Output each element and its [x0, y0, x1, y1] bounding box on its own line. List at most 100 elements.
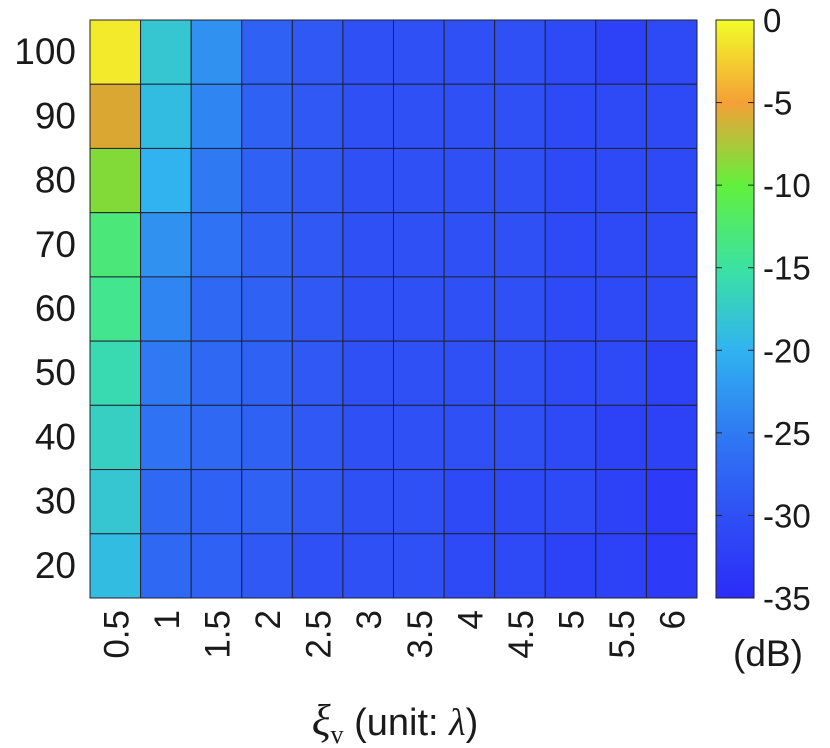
heatmap-cell — [443, 276, 496, 342]
heatmap-cell — [494, 404, 546, 471]
x-tick-label: 2 — [249, 610, 288, 629]
heatmap-cell — [645, 276, 698, 342]
heatmap-cell — [494, 533, 546, 599]
heatmap-cell — [89, 533, 142, 599]
x-tick-label: 3 — [350, 610, 389, 629]
heatmap-cell — [291, 19, 344, 85]
heatmap-cell — [342, 83, 394, 149]
heatmap-cell — [241, 147, 293, 214]
heatmap-cell — [494, 340, 546, 406]
x-tick-label: 4 — [451, 610, 490, 629]
heatmap-cell — [393, 340, 445, 406]
heatmap-cell — [443, 469, 496, 535]
colorbar-tick-label: 0 — [763, 2, 781, 39]
heatmap-cell — [393, 276, 445, 342]
heatmap-cell — [544, 469, 597, 535]
heatmap-cell — [342, 533, 394, 599]
x-axis-label: ξv (unit: λ) — [312, 696, 479, 748]
heatmap-cell — [595, 533, 647, 599]
heatmap-cell — [595, 83, 647, 149]
heatmap-cell — [190, 147, 243, 214]
heatmap-cell — [89, 469, 142, 535]
heatmap-cell — [190, 533, 243, 599]
heatmap-cell — [544, 147, 597, 214]
heatmap-cell — [140, 147, 192, 214]
heatmap-cell — [190, 83, 243, 149]
heatmap-cell — [494, 469, 546, 535]
heatmap-cell — [595, 276, 647, 342]
heatmap-cell — [645, 83, 698, 149]
heatmap-cell — [544, 404, 597, 471]
colorbar-tick-label: -20 — [763, 332, 811, 369]
heatmap-cell — [544, 19, 597, 85]
heatmap-cell — [443, 83, 496, 149]
heatmap-cell — [342, 404, 394, 471]
x-tick-label: 2.5 — [300, 610, 339, 659]
y-tick-label: 60 — [35, 288, 76, 329]
heatmap-cell — [544, 533, 597, 599]
heatmap-cell — [393, 83, 445, 149]
heatmap-cell — [544, 276, 597, 342]
heatmap-cell — [140, 469, 192, 535]
heatmap-cell — [645, 404, 698, 471]
heatmap-cell — [595, 469, 647, 535]
heatmap-cell — [645, 533, 698, 599]
heatmap-cell — [595, 19, 647, 85]
heatmap-cell — [443, 147, 496, 214]
heatmap-cell — [291, 212, 344, 278]
heatmap-cell — [342, 276, 394, 342]
colorbar-tick-label: -5 — [763, 85, 792, 122]
heatmap-cell — [645, 340, 698, 406]
heatmap-cell — [89, 340, 142, 406]
heatmap-cell — [342, 340, 394, 406]
x-tick-label: 5.5 — [603, 610, 642, 659]
heatmap-cell — [291, 340, 344, 406]
heatmap-cell — [140, 19, 192, 85]
heatmap-cell — [645, 212, 698, 278]
heatmap-cell — [291, 83, 344, 149]
heatmap-cell — [241, 404, 293, 471]
heatmap-cell — [190, 469, 243, 535]
heatmap-cell — [494, 276, 546, 342]
heatmap-cell — [89, 83, 142, 149]
heatmap-cell — [190, 19, 243, 85]
x-tick-labels: 0.5 1 1.5 2 2.5 3 3.5 4 4.5 5 5.5 6 — [97, 610, 692, 659]
heatmap-cell — [645, 469, 698, 535]
heatmap-cell — [291, 404, 344, 471]
x-tick-label: 0.5 — [97, 610, 136, 659]
heatmap-cell — [241, 533, 293, 599]
heatmap-cell — [595, 404, 647, 471]
heatmap-cell — [443, 404, 496, 471]
heatmap-cell — [241, 469, 293, 535]
heatmap-cell — [393, 147, 445, 214]
heatmap-cell — [241, 340, 293, 406]
y-tick-label: 100 — [14, 31, 76, 72]
heatmap-cell — [443, 340, 496, 406]
heatmap-cell — [291, 533, 344, 599]
heatmap-cell — [89, 19, 142, 85]
heatmap-cell — [494, 212, 546, 278]
heatmap-cell — [393, 212, 445, 278]
y-tick-label: 40 — [35, 416, 76, 457]
heatmap-cell — [190, 212, 243, 278]
heatmap-cell — [140, 212, 192, 278]
heatmap-cell — [241, 212, 293, 278]
colorbar — [715, 19, 755, 599]
x-axis-unit-symbol: λ — [448, 702, 465, 744]
heatmap-cell — [443, 212, 496, 278]
x-axis-text: (unit: — [344, 702, 450, 744]
heatmap-cell — [190, 276, 243, 342]
x-tick-label: 4.5 — [502, 610, 541, 659]
heatmap-cell — [393, 19, 445, 85]
y-tick-labels: 100 90 80 70 60 50 40 30 20 — [14, 31, 76, 586]
heatmap-cell — [342, 212, 394, 278]
heatmap-cell — [140, 276, 192, 342]
x-tick-label: 5 — [553, 610, 592, 629]
heatmap-cell — [291, 469, 344, 535]
heatmap-cell — [544, 83, 597, 149]
colorbar-tick-label: -30 — [763, 497, 811, 534]
colorbar-tick-label: -35 — [763, 580, 811, 617]
y-tick-label: 50 — [35, 352, 76, 393]
heatmap-cell — [393, 469, 445, 535]
